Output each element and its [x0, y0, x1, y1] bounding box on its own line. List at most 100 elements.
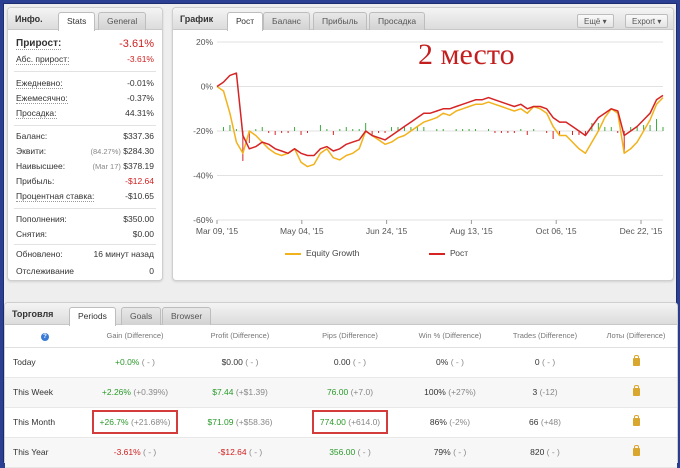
withdrawals-label: Снятия:	[16, 229, 48, 239]
interest-row: Процентная ставка: -$10.65	[16, 191, 154, 203]
daily-label: Ежедневно:	[16, 78, 63, 89]
lock-icon[interactable]	[632, 415, 640, 426]
win-cell: 86% (-2%)	[405, 407, 495, 438]
col-trades-header[interactable]: Trades (Difference)	[495, 325, 595, 348]
highest-value: (Mar 17) $378.19	[93, 161, 154, 171]
deposits-label: Пополнения:	[16, 214, 67, 224]
table-row: This Month +26.7% (+21.68%) $71.09 (+$58…	[5, 407, 677, 438]
balance-label: Баланс:	[16, 131, 48, 141]
graph-panel: График Рост Баланс Прибыль Просадка Ещё …	[172, 7, 674, 281]
pips-diff: (+7.0)	[350, 387, 374, 397]
chevron-down-icon: ▾	[602, 17, 607, 26]
col-win-header[interactable]: Win % (Difference)	[405, 325, 495, 348]
monthly-value: -0.37%	[127, 93, 154, 103]
pips-highlight: 774.00 (+614.0)	[311, 410, 389, 434]
trades-cell: 820 ( - )	[495, 437, 595, 468]
legend-growth[interactable]: Рост	[429, 248, 468, 258]
y-tick-label: 0%	[201, 82, 214, 92]
x-tick-label: May 04, '15	[280, 226, 324, 236]
profit-row: Прибыль: -$12.64	[16, 176, 154, 188]
help-icon[interactable]: ?	[41, 332, 49, 341]
tracking-value[interactable]: 0	[149, 266, 154, 276]
gain-value: +26.7%	[99, 417, 129, 427]
lock-icon[interactable]	[632, 355, 640, 366]
highest-label: Наивысшее:	[16, 161, 66, 171]
col-gain-header[interactable]: Gain (Difference)	[85, 325, 185, 348]
deposits-value: $350.00	[123, 214, 154, 224]
y-tick-label: -60%	[193, 215, 213, 225]
equity-value: (84.27%) $284.30	[90, 146, 154, 156]
pips-value: 356.00	[329, 447, 356, 457]
gain-diff: (+0.39%)	[133, 387, 169, 397]
trading-tabbar: Торговля Periods Goals Browser	[5, 303, 677, 326]
win-cell: 79% ( - )	[405, 437, 495, 468]
equity-amount: $284.30	[123, 146, 154, 156]
help-cell: ?	[5, 325, 85, 348]
chart-grid	[217, 41, 663, 221]
profit-cell: $71.09 (+$58.36)	[185, 407, 295, 438]
info-tabbar: Инфо. Stats General	[8, 8, 162, 31]
gain-value: +0.0%	[115, 357, 140, 367]
tab-growth[interactable]: Рост	[227, 12, 264, 31]
trades-diff: (-12)	[539, 387, 558, 397]
tab-balance[interactable]: Баланс	[263, 12, 310, 30]
tab-periods[interactable]: Periods	[69, 307, 116, 326]
divider	[14, 71, 156, 72]
trades-value: 3	[532, 387, 538, 397]
gain-highlight: +26.7% (+21.68%)	[91, 410, 179, 434]
col-pips-header[interactable]: Pips (Difference)	[295, 325, 405, 348]
monthly-row: Ежемесячно: -0.37%	[16, 93, 154, 105]
tab-profit[interactable]: Прибыль	[313, 12, 367, 30]
pips-cell: 76.00 (+7.0)	[295, 377, 405, 408]
lock-icon[interactable]	[632, 385, 640, 396]
legend-growth-swatch	[429, 252, 445, 255]
chevron-down-icon: ▾	[657, 17, 662, 26]
deposits-row: Пополнения: $350.00	[16, 214, 154, 226]
more-dropdown[interactable]: Ещё ▾	[577, 14, 614, 28]
tab-goals[interactable]: Goals	[121, 307, 162, 325]
x-tick-label: Mar 09, '15	[196, 226, 239, 236]
tab-general[interactable]: General	[98, 12, 147, 30]
x-tick-label: Dec 22, '15	[620, 226, 663, 236]
table-row: Today +0.0% ( - ) $0.00 ( - ) 0.00 ( - )…	[5, 347, 677, 378]
lock-icon[interactable]	[632, 445, 640, 456]
profit-diff: ( - )	[245, 357, 259, 367]
y-tick-label: -20%	[193, 126, 213, 136]
row-label: This Week	[5, 377, 85, 408]
drawdown-row: Просадка: 44.31%	[16, 108, 154, 120]
tab-drawdown[interactable]: Просадка	[369, 12, 426, 30]
profit-value: $71.09	[207, 417, 234, 427]
profit-cell: $0.00 ( - )	[185, 347, 295, 378]
x-tick-label: Jun 24, '15	[366, 226, 408, 236]
tab-stats[interactable]: Stats	[58, 12, 96, 31]
chart-x-ticks: Mar 09, '15 May 04, '15 Jun 24, '15 Aug 13,…	[196, 220, 663, 236]
y-tick-label: -40%	[193, 171, 213, 181]
profit-value: $0.00	[221, 357, 243, 367]
pips-cell: 0.00 ( - )	[295, 347, 405, 378]
balance-row: Баланс: $337.36	[16, 131, 154, 143]
row-label: Today	[5, 347, 85, 378]
rank-overlay-text: 2 место	[418, 38, 515, 71]
pips-cell: 356.00 ( - )	[295, 437, 405, 468]
legend-equity-label: Equity Growth	[306, 248, 360, 258]
profit-cell: $7.44 (+$1.39)	[185, 377, 295, 408]
col-lots-header[interactable]: Лоты (Difference)	[595, 325, 677, 348]
gain-value: +2.26%	[101, 387, 131, 397]
updated-value: 16 минут назад	[93, 249, 154, 259]
pips-cell: 774.00 (+614.0)	[295, 407, 405, 438]
growth-chart: 20% 0% -20% -40% -60% Mar 09, '15 May 04, '15…	[193, 37, 664, 236]
col-profit-header[interactable]: Profit (Difference)	[185, 325, 295, 348]
export-dropdown[interactable]: Export ▾	[625, 14, 669, 28]
divider	[14, 244, 156, 245]
equity-percent: (84.27%)	[90, 147, 121, 156]
pips-diff: ( - )	[357, 447, 371, 457]
growth-value: -3.61%	[119, 38, 154, 50]
legend-equity[interactable]: Equity Growth	[285, 248, 359, 258]
divider	[14, 208, 156, 209]
tab-browser[interactable]: Browser	[162, 307, 212, 325]
profit-value: $7.44	[212, 387, 234, 397]
series-line	[216, 85, 664, 168]
pips-diff: (+614.0)	[348, 417, 381, 427]
interest-value: -$10.65	[125, 191, 154, 201]
table-row: This Week +2.26% (+0.39%) $7.44 (+$1.39)…	[5, 377, 677, 408]
